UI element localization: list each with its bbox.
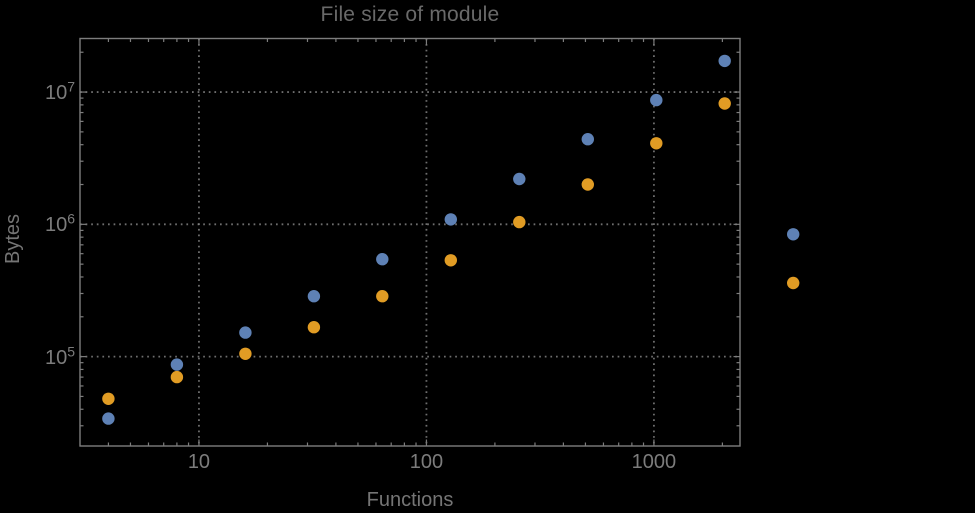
data-point-series-blue-x4 xyxy=(102,412,115,425)
y-tick-label-1e7: 107 xyxy=(44,78,75,105)
data-point-series-orange-x2048 xyxy=(718,97,731,110)
data-point-series-blue-x512 xyxy=(581,133,594,146)
y-tick-exponent: 5 xyxy=(67,342,75,359)
data-point-series-orange-x256 xyxy=(513,215,526,229)
data-point-series-blue-x1024 xyxy=(650,93,663,107)
x-axis-label: Functions xyxy=(366,489,454,511)
y-axis-label: Bytes xyxy=(2,213,24,265)
x-tick-label-1000: 1000 xyxy=(631,451,677,473)
data-point-series-blue-x8 xyxy=(170,358,184,371)
data-point-series-blue-x4096 xyxy=(787,228,800,241)
data-point-series-orange-x4096 xyxy=(787,276,800,290)
x-tick-label-10: 10 xyxy=(187,451,211,473)
data-point-series-orange-x512 xyxy=(581,178,594,191)
data-point-series-orange-x128 xyxy=(444,254,457,267)
data-point-series-blue-x128 xyxy=(444,213,457,226)
data-point-series-blue-x64 xyxy=(376,253,389,266)
data-point-series-blue-x256 xyxy=(513,172,526,186)
x-tick-label-100: 100 xyxy=(409,451,444,473)
data-point-series-blue-x32 xyxy=(307,290,321,303)
data-point-series-orange-x32 xyxy=(307,321,321,334)
data-point-series-orange-x8 xyxy=(170,370,184,384)
y-tick-exponent: 7 xyxy=(67,78,75,95)
plot-frame xyxy=(79,37,741,447)
chart-title: File size of module xyxy=(320,3,500,26)
y-tick-label-1e5: 105 xyxy=(44,342,75,369)
y-tick-label-1e6: 106 xyxy=(44,210,75,237)
data-point-series-blue-x16 xyxy=(239,326,252,339)
data-point-series-orange-x16 xyxy=(239,347,252,360)
data-point-series-orange-x64 xyxy=(376,290,389,303)
data-point-series-blue-x2048 xyxy=(718,54,731,68)
y-tick-exponent: 6 xyxy=(67,210,75,227)
data-point-series-orange-x1024 xyxy=(650,137,663,150)
data-point-series-orange-x4 xyxy=(102,392,115,405)
